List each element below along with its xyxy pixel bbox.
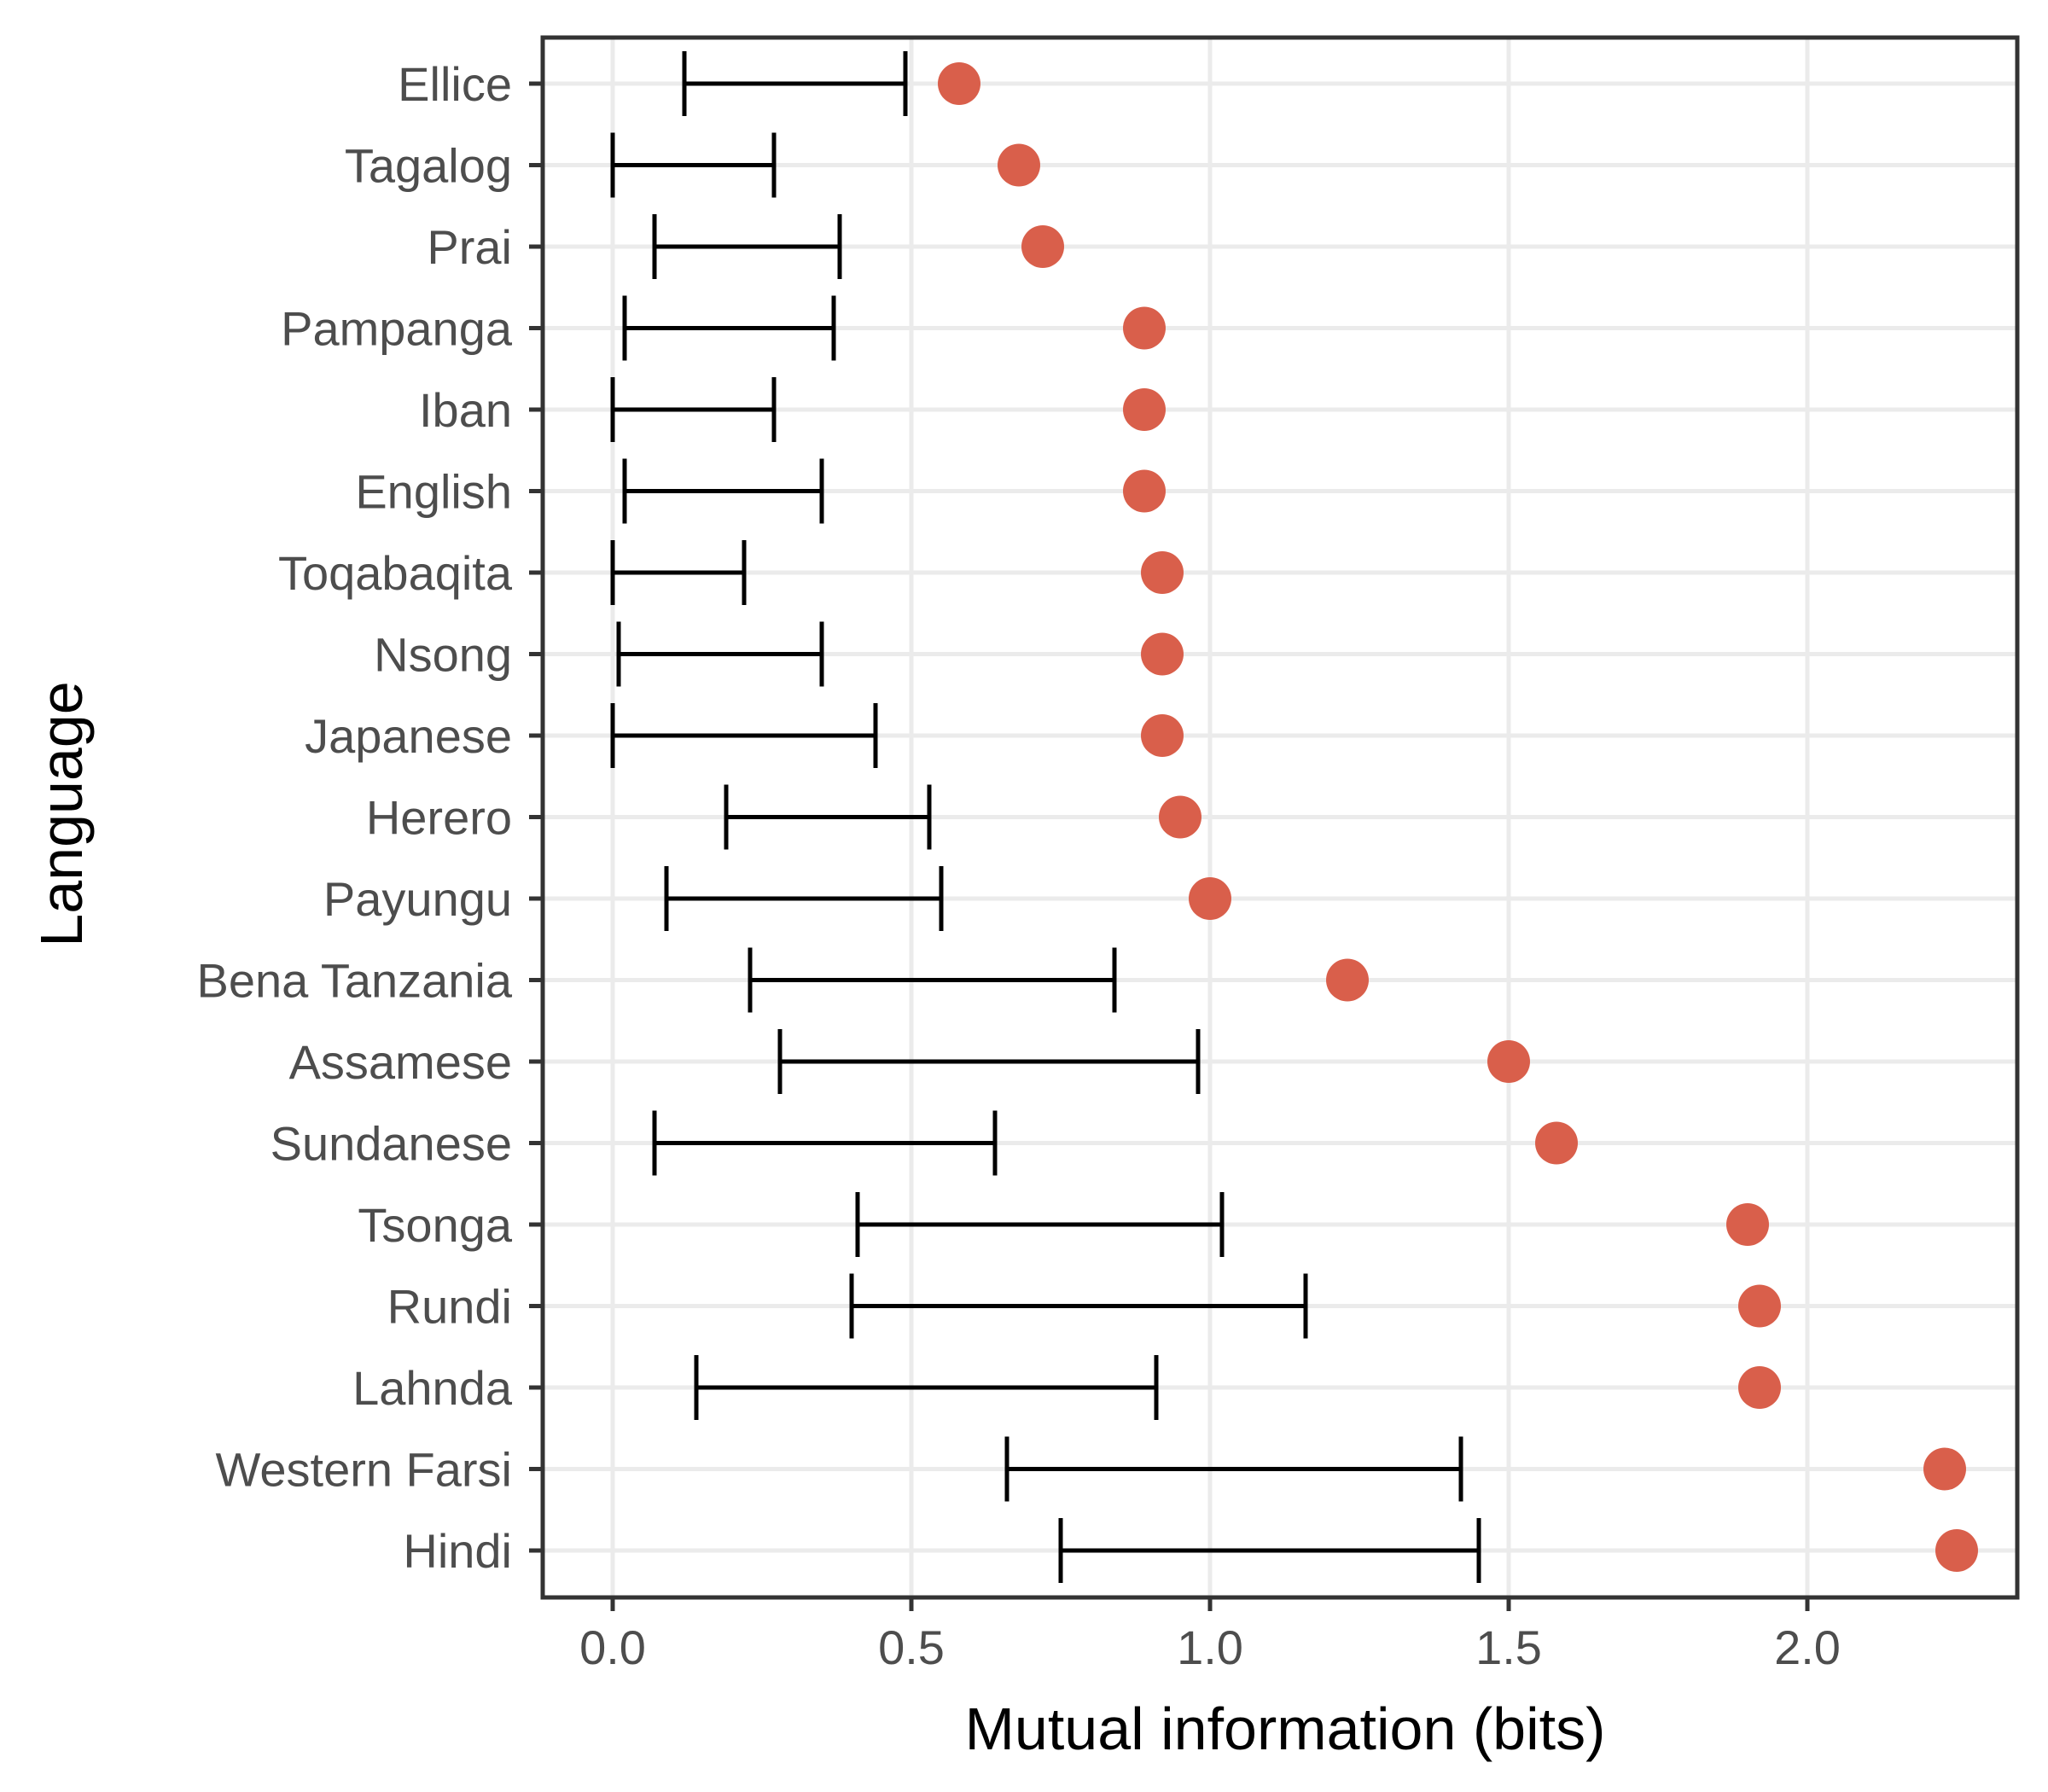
y-axis-title: Language bbox=[28, 681, 95, 946]
error-bar bbox=[610, 132, 777, 198]
y-tick-label: Toqabaqita bbox=[278, 546, 513, 600]
point-layer bbox=[938, 62, 1978, 1572]
y-tick-label: Tagalog bbox=[345, 139, 512, 193]
data-point bbox=[1123, 306, 1166, 350]
data-point bbox=[1141, 632, 1184, 676]
error-bar bbox=[1004, 1436, 1463, 1502]
y-tick-label: Prai bbox=[427, 220, 512, 274]
x-tick-label: 1.5 bbox=[1475, 1620, 1542, 1674]
error-bar bbox=[622, 458, 824, 524]
error-bar bbox=[664, 866, 944, 931]
x-axis: 0.0 0.5 1.0 1.5 2.0 bbox=[579, 1597, 1841, 1674]
data-point bbox=[1189, 877, 1231, 920]
y-tick-label: Ellice bbox=[398, 57, 512, 111]
y-tick-label: Western Farsi bbox=[216, 1443, 512, 1497]
y-tick-label: Lahnda bbox=[352, 1361, 513, 1415]
y-tick-label: Bena Tanzania bbox=[197, 954, 513, 1008]
data-point bbox=[1141, 714, 1184, 757]
y-tick-label: Sundanese bbox=[271, 1117, 512, 1171]
y-tick-label: Payungu bbox=[323, 872, 512, 926]
error-bar bbox=[610, 377, 777, 442]
y-tick-label: Japanese bbox=[305, 709, 512, 763]
data-point bbox=[1021, 225, 1064, 268]
x-tick-label: 0.5 bbox=[878, 1620, 945, 1674]
error-bar bbox=[652, 214, 842, 279]
error-bar bbox=[652, 1110, 998, 1176]
data-point bbox=[1487, 1040, 1530, 1083]
x-tick-label: 1.0 bbox=[1177, 1620, 1243, 1674]
data-point bbox=[1159, 795, 1201, 839]
errorbar-layer bbox=[610, 51, 1481, 1583]
data-point bbox=[998, 143, 1040, 187]
error-bar bbox=[610, 703, 878, 768]
y-tick-label: Nsong bbox=[374, 628, 512, 682]
data-point bbox=[1123, 469, 1166, 513]
data-point bbox=[1738, 1366, 1781, 1409]
x-axis-title: Mutual information (bits) bbox=[965, 1696, 1606, 1762]
y-tick-label: Assamese bbox=[289, 1035, 512, 1089]
y-tick-label: Herero bbox=[366, 791, 512, 845]
y-tick-label: Iban bbox=[419, 383, 512, 437]
error-bar bbox=[855, 1192, 1225, 1257]
data-point bbox=[1141, 551, 1184, 594]
error-bar bbox=[1058, 1518, 1481, 1583]
error-bar bbox=[694, 1355, 1159, 1420]
data-point bbox=[1726, 1203, 1769, 1246]
error-bar bbox=[682, 51, 908, 116]
error-bar bbox=[616, 621, 824, 687]
data-point bbox=[938, 62, 980, 105]
y-tick-label: Pampanga bbox=[281, 302, 513, 356]
y-tick-label: Rundi bbox=[387, 1280, 512, 1334]
data-point bbox=[1326, 958, 1369, 1002]
x-tick-label: 0.0 bbox=[579, 1620, 646, 1674]
data-point bbox=[1535, 1121, 1578, 1165]
error-bar bbox=[748, 947, 1117, 1013]
data-point bbox=[1738, 1284, 1781, 1328]
data-point bbox=[1935, 1529, 1978, 1572]
x-tick-label: 2.0 bbox=[1774, 1620, 1841, 1674]
error-bar bbox=[622, 295, 836, 361]
error-bar bbox=[610, 540, 747, 605]
y-tick-label: Tsonga bbox=[358, 1198, 512, 1252]
error-bar bbox=[724, 784, 932, 850]
y-tick-label: English bbox=[355, 465, 512, 519]
y-tick-label: Hindi bbox=[403, 1524, 512, 1578]
error-bar bbox=[849, 1273, 1308, 1339]
error-bar bbox=[777, 1029, 1201, 1094]
data-point bbox=[1123, 388, 1166, 431]
y-axis: Ellice Tagalog Prai Pampanga Iban English Toqa… bbox=[197, 57, 543, 1578]
data-point bbox=[1923, 1447, 1966, 1491]
